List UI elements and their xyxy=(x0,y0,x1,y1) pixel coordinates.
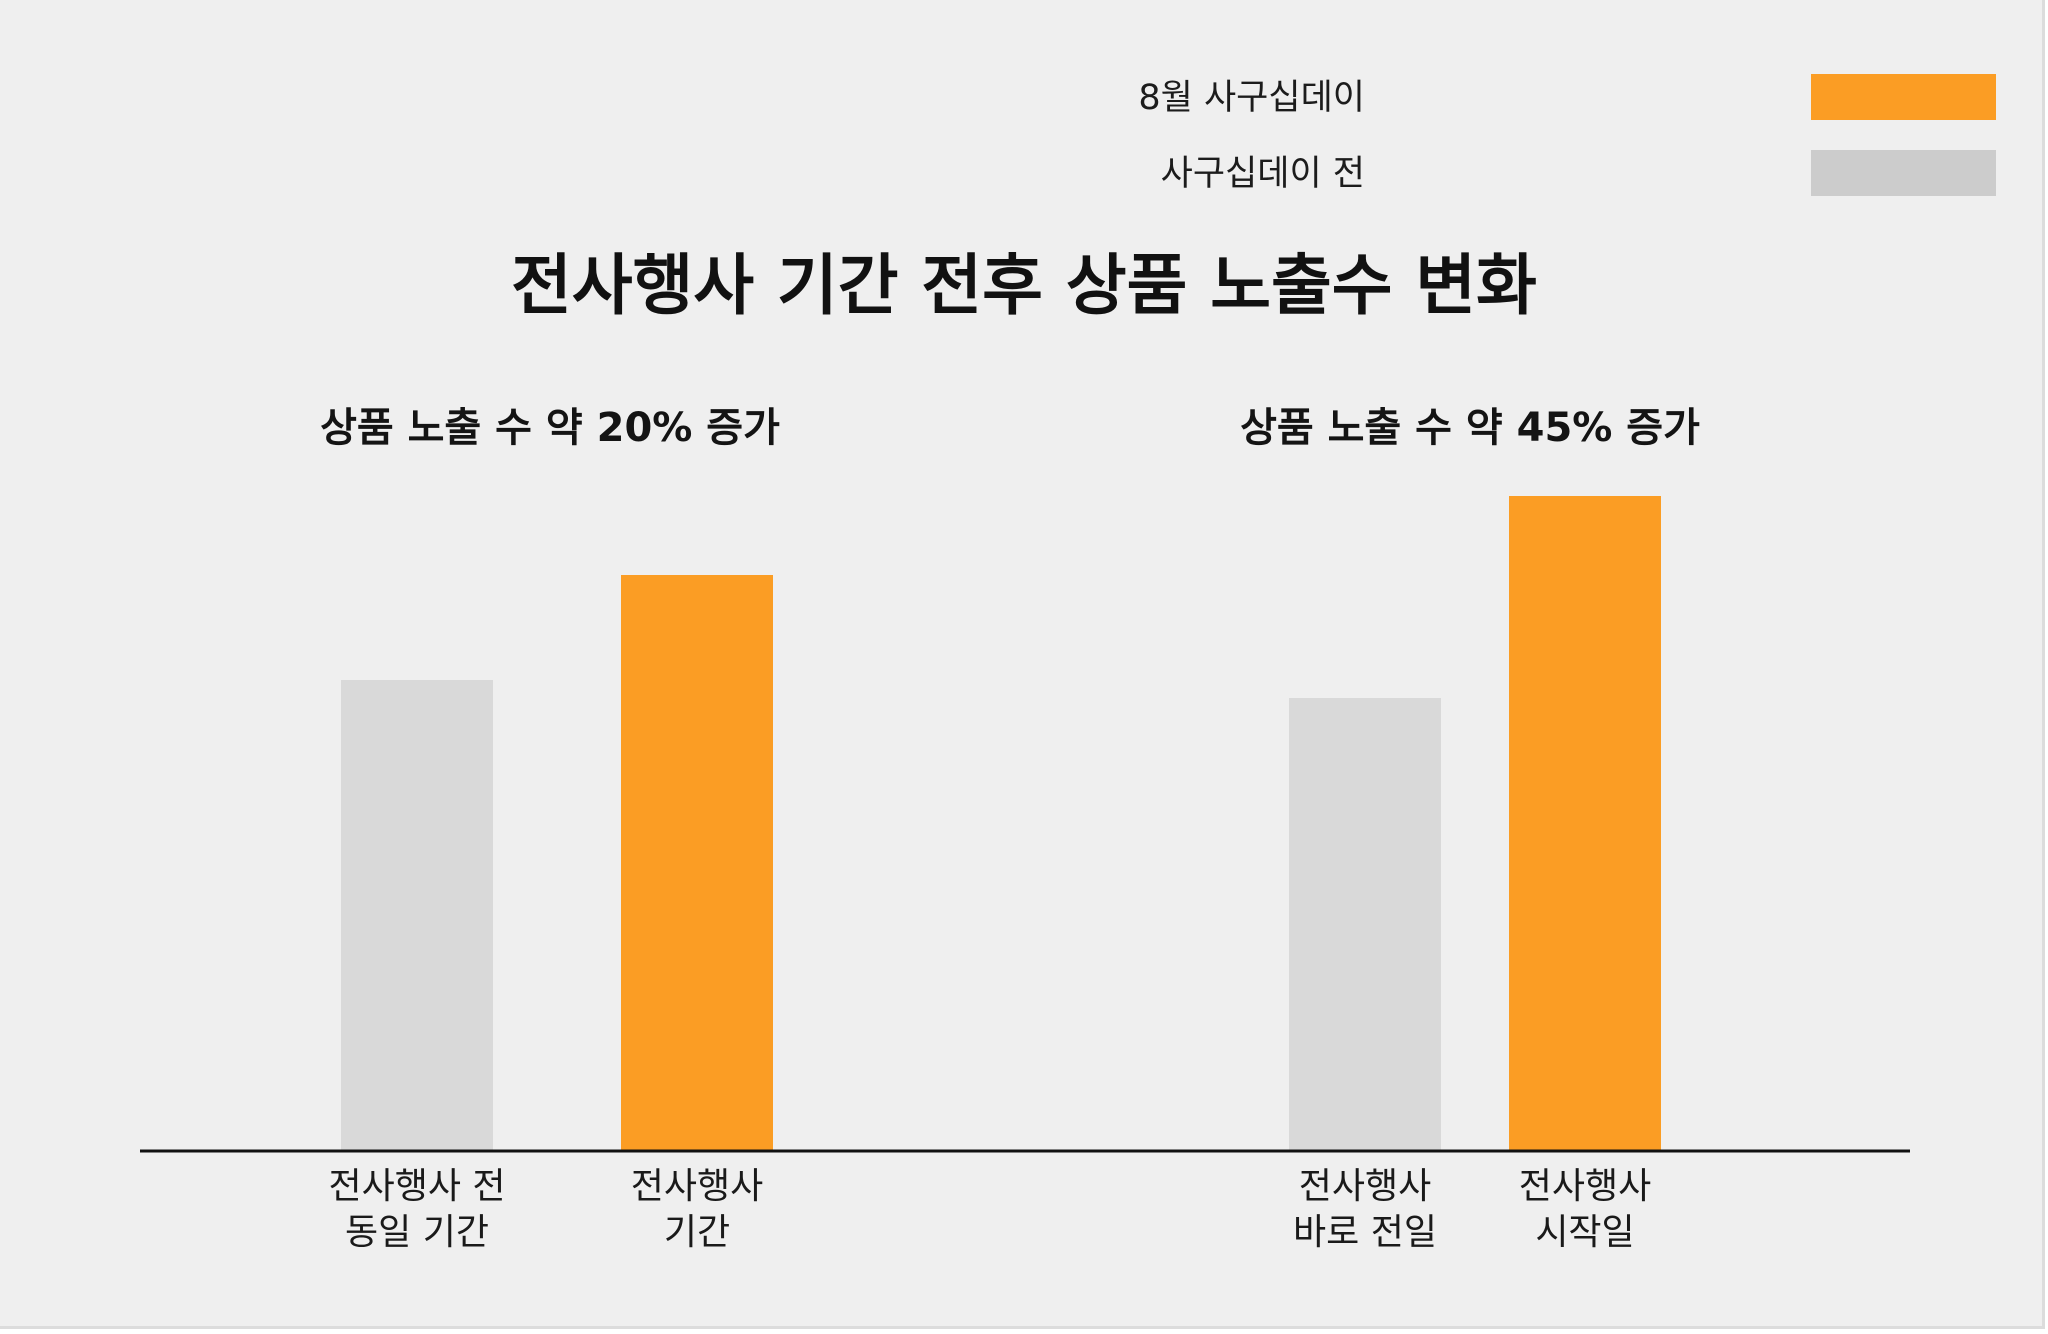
group-title-1: 상품 노출 수 약 20% 증가 xyxy=(320,405,780,451)
legend-swatch-august xyxy=(1811,74,1996,120)
bar-group2-2 xyxy=(1509,496,1661,1151)
category-label-2: 전사행사 기간 xyxy=(630,1166,764,1253)
category-label-4: 전사행사 시작일 xyxy=(1518,1166,1652,1253)
group-title-2: 상품 노출 수 약 45% 증가 xyxy=(1240,405,1700,451)
category-label-1: 전사행사 전 동일 기간 xyxy=(328,1166,506,1253)
category-label-3: 전사행사 바로 전일 xyxy=(1293,1166,1437,1253)
bar-group1-1 xyxy=(341,680,493,1151)
bar-group2-1 xyxy=(1289,698,1441,1151)
bar-group1-2 xyxy=(621,575,773,1151)
legend-swatch-before xyxy=(1811,150,1996,196)
legend-label-before: 사구십데이 전 xyxy=(1160,154,1365,194)
legend-label-august: 8월 사구십데이 xyxy=(1138,78,1365,118)
chart-title: 전사행사 기간 전후 상품 노출수 변화 xyxy=(511,247,1537,324)
